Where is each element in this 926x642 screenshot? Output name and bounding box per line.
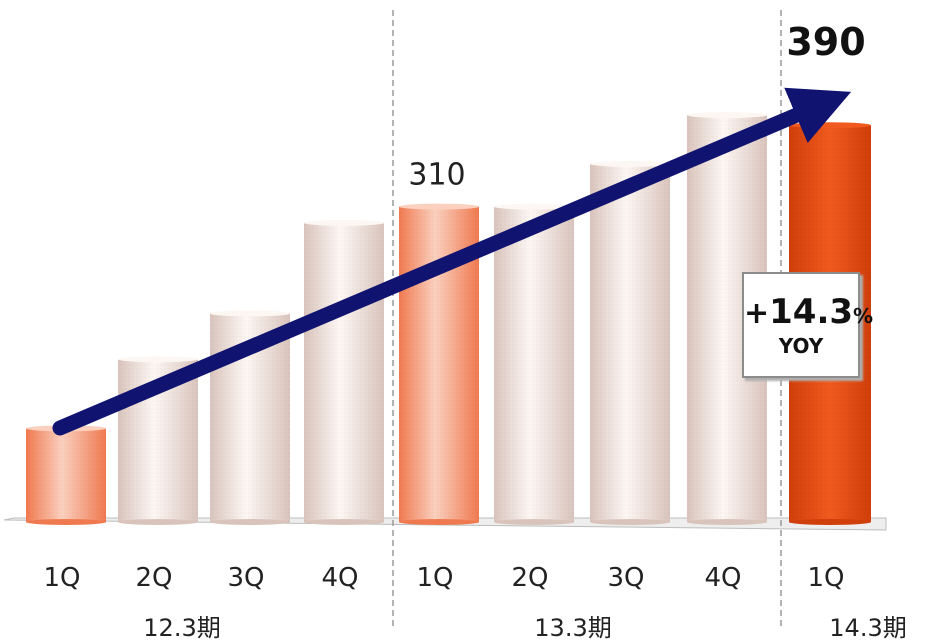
x-tick-label: 1Q [43, 563, 80, 593]
x-tick-label: 1Q [807, 563, 844, 593]
bar [26, 425, 106, 525]
bar [304, 219, 384, 525]
x-tick-label: 2Q [135, 563, 172, 593]
yoy-value: +14.3% [744, 292, 873, 334]
yoy-number: 14.3 [769, 292, 854, 332]
bar [590, 160, 670, 525]
group-label: 12.3期 [143, 614, 220, 642]
data-label: 390 [786, 20, 865, 64]
yoy-annotation-box: +14.3% YOY [742, 272, 873, 378]
bar [494, 203, 574, 525]
x-tick-label: 4Q [704, 563, 741, 593]
yoy-prefix: + [744, 296, 770, 331]
data-label: 310 [408, 158, 465, 193]
yoy-label: YOY [778, 334, 824, 358]
x-tick-label: 3Q [227, 563, 264, 593]
growth-arrow [52, 87, 852, 436]
x-tick-label: 2Q [511, 563, 548, 593]
group-label: 13.3期 [534, 614, 611, 642]
x-tick-label: 1Q [416, 563, 453, 593]
bar [118, 356, 198, 525]
yoy-unit: % [853, 304, 874, 328]
x-tick-label: 3Q [607, 563, 644, 593]
group-label: 14.3期 [829, 614, 906, 642]
x-tick-label: 4Q [321, 563, 358, 593]
